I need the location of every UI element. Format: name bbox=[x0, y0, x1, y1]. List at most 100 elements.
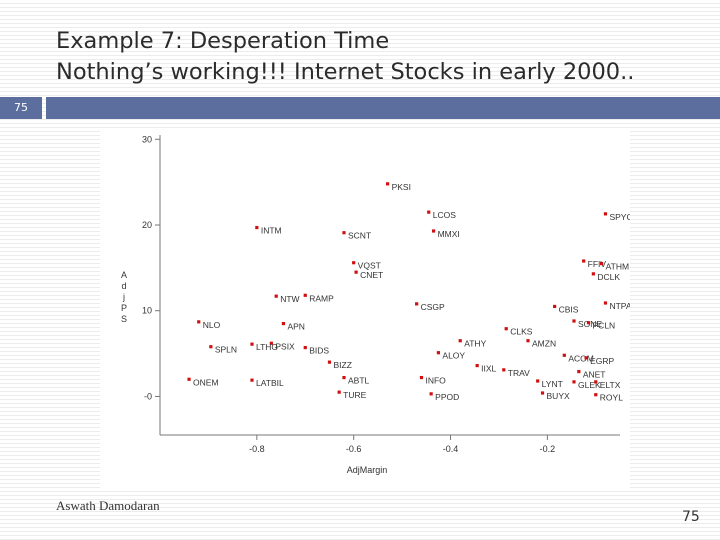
point-label: PCLN bbox=[593, 321, 616, 331]
point-label: ANET bbox=[583, 370, 606, 380]
data-point bbox=[577, 369, 581, 374]
y-tick-label: 30 bbox=[142, 134, 152, 144]
point-label: PSIX bbox=[275, 341, 295, 351]
data-point bbox=[352, 261, 356, 265]
point-label: ROYL bbox=[600, 393, 623, 403]
point-label: ELTX bbox=[600, 380, 621, 390]
data-point bbox=[553, 304, 557, 309]
point-label: SPYG bbox=[609, 212, 630, 222]
point-label: ATHM bbox=[606, 262, 629, 272]
point-label: ONEM bbox=[193, 377, 219, 387]
data-point bbox=[337, 390, 341, 394]
point-label: APN bbox=[287, 322, 304, 332]
data-point bbox=[274, 294, 278, 298]
data-point bbox=[436, 351, 441, 355]
point-label: CSGP bbox=[421, 302, 445, 312]
point-label: NTPA bbox=[609, 301, 630, 311]
point-label: LATBIL bbox=[256, 378, 284, 388]
point-label: MMXI bbox=[438, 229, 460, 239]
data-point bbox=[342, 375, 346, 380]
point-label: VQST bbox=[358, 261, 381, 271]
data-point bbox=[327, 360, 332, 364]
point-label: BIZZ bbox=[333, 360, 351, 370]
data-point bbox=[526, 339, 530, 343]
data-point bbox=[250, 342, 254, 346]
point-label: IIXL bbox=[481, 364, 496, 374]
y-tick-label: 20 bbox=[142, 220, 152, 230]
data-point bbox=[536, 379, 540, 383]
data-point bbox=[250, 378, 254, 382]
x-tick-label: -0.4 bbox=[443, 444, 459, 454]
data-point bbox=[475, 363, 479, 368]
point-label: CBIS bbox=[559, 304, 579, 314]
title-line-1: Example 7: Desperation Time bbox=[56, 28, 390, 54]
y-axis-label-char: S bbox=[121, 314, 127, 324]
point-label: PPOD bbox=[435, 392, 459, 402]
point-label: TURE bbox=[343, 390, 366, 400]
data-point bbox=[303, 345, 307, 350]
data-point bbox=[458, 339, 462, 343]
data-point bbox=[504, 327, 508, 331]
point-label: ABTL bbox=[348, 376, 370, 386]
data-point bbox=[594, 393, 598, 397]
point-label: FFIV bbox=[588, 259, 607, 269]
x-axis-label: AdjMargin bbox=[347, 465, 388, 475]
data-point bbox=[502, 368, 506, 372]
data-point bbox=[562, 353, 566, 357]
data-point bbox=[540, 391, 545, 395]
data-point bbox=[427, 210, 431, 214]
point-label: INFO bbox=[425, 376, 446, 386]
data-point bbox=[572, 380, 576, 384]
data-point bbox=[600, 261, 604, 266]
point-label: CLKS bbox=[510, 327, 533, 337]
slide-number-badge: 75 bbox=[0, 97, 42, 119]
point-label: GLEK bbox=[578, 380, 601, 390]
point-label: ACOM bbox=[568, 353, 594, 363]
data-point bbox=[197, 320, 201, 324]
data-point bbox=[594, 380, 598, 384]
data-point bbox=[342, 231, 346, 235]
point-label: CNET bbox=[360, 270, 383, 280]
point-label: BUYX bbox=[547, 391, 570, 401]
point-label: BIDS bbox=[309, 346, 329, 356]
data-point bbox=[431, 229, 436, 233]
y-axis-label-char: P bbox=[121, 303, 127, 313]
title-line-2: Nothing’s working!!! Internet Stocks in … bbox=[56, 59, 635, 85]
data-point bbox=[591, 272, 595, 276]
point-label: INTM bbox=[261, 226, 282, 236]
point-label: ALOY bbox=[442, 351, 465, 361]
point-label: SONE bbox=[578, 319, 602, 329]
point-label: LTHG bbox=[256, 342, 278, 352]
y-axis-label-char: A bbox=[121, 270, 127, 280]
data-point bbox=[209, 345, 213, 349]
data-point bbox=[385, 182, 390, 186]
point-label: ATHY bbox=[464, 339, 486, 349]
data-point bbox=[603, 212, 608, 216]
point-label: AMZN bbox=[532, 339, 556, 349]
data-point bbox=[572, 319, 576, 323]
data-point bbox=[303, 293, 307, 297]
point-label: EGRP bbox=[590, 356, 614, 366]
point-label: LCOS bbox=[433, 210, 456, 220]
x-tick-label: -0.6 bbox=[346, 444, 362, 454]
data-point bbox=[582, 259, 586, 263]
data-point bbox=[419, 375, 424, 380]
data-point bbox=[603, 301, 608, 305]
data-point bbox=[586, 321, 591, 325]
point-label: NLO bbox=[203, 320, 221, 330]
y-tick-label: -0 bbox=[144, 391, 152, 401]
point-label: RAMP bbox=[309, 293, 334, 303]
data-point bbox=[255, 225, 259, 230]
data-point bbox=[269, 341, 273, 345]
point-label: SPLN bbox=[215, 345, 237, 355]
slide-title: Example 7: Desperation Time Nothing’s wo… bbox=[56, 26, 696, 88]
point-label: SCNT bbox=[348, 231, 371, 241]
data-point bbox=[187, 377, 191, 381]
data-point bbox=[354, 270, 358, 274]
point-label: LYNT bbox=[542, 379, 563, 389]
point-label: TRAV bbox=[508, 368, 530, 378]
footer-author: Aswath Damodaran bbox=[56, 498, 160, 513]
data-point bbox=[429, 392, 433, 396]
